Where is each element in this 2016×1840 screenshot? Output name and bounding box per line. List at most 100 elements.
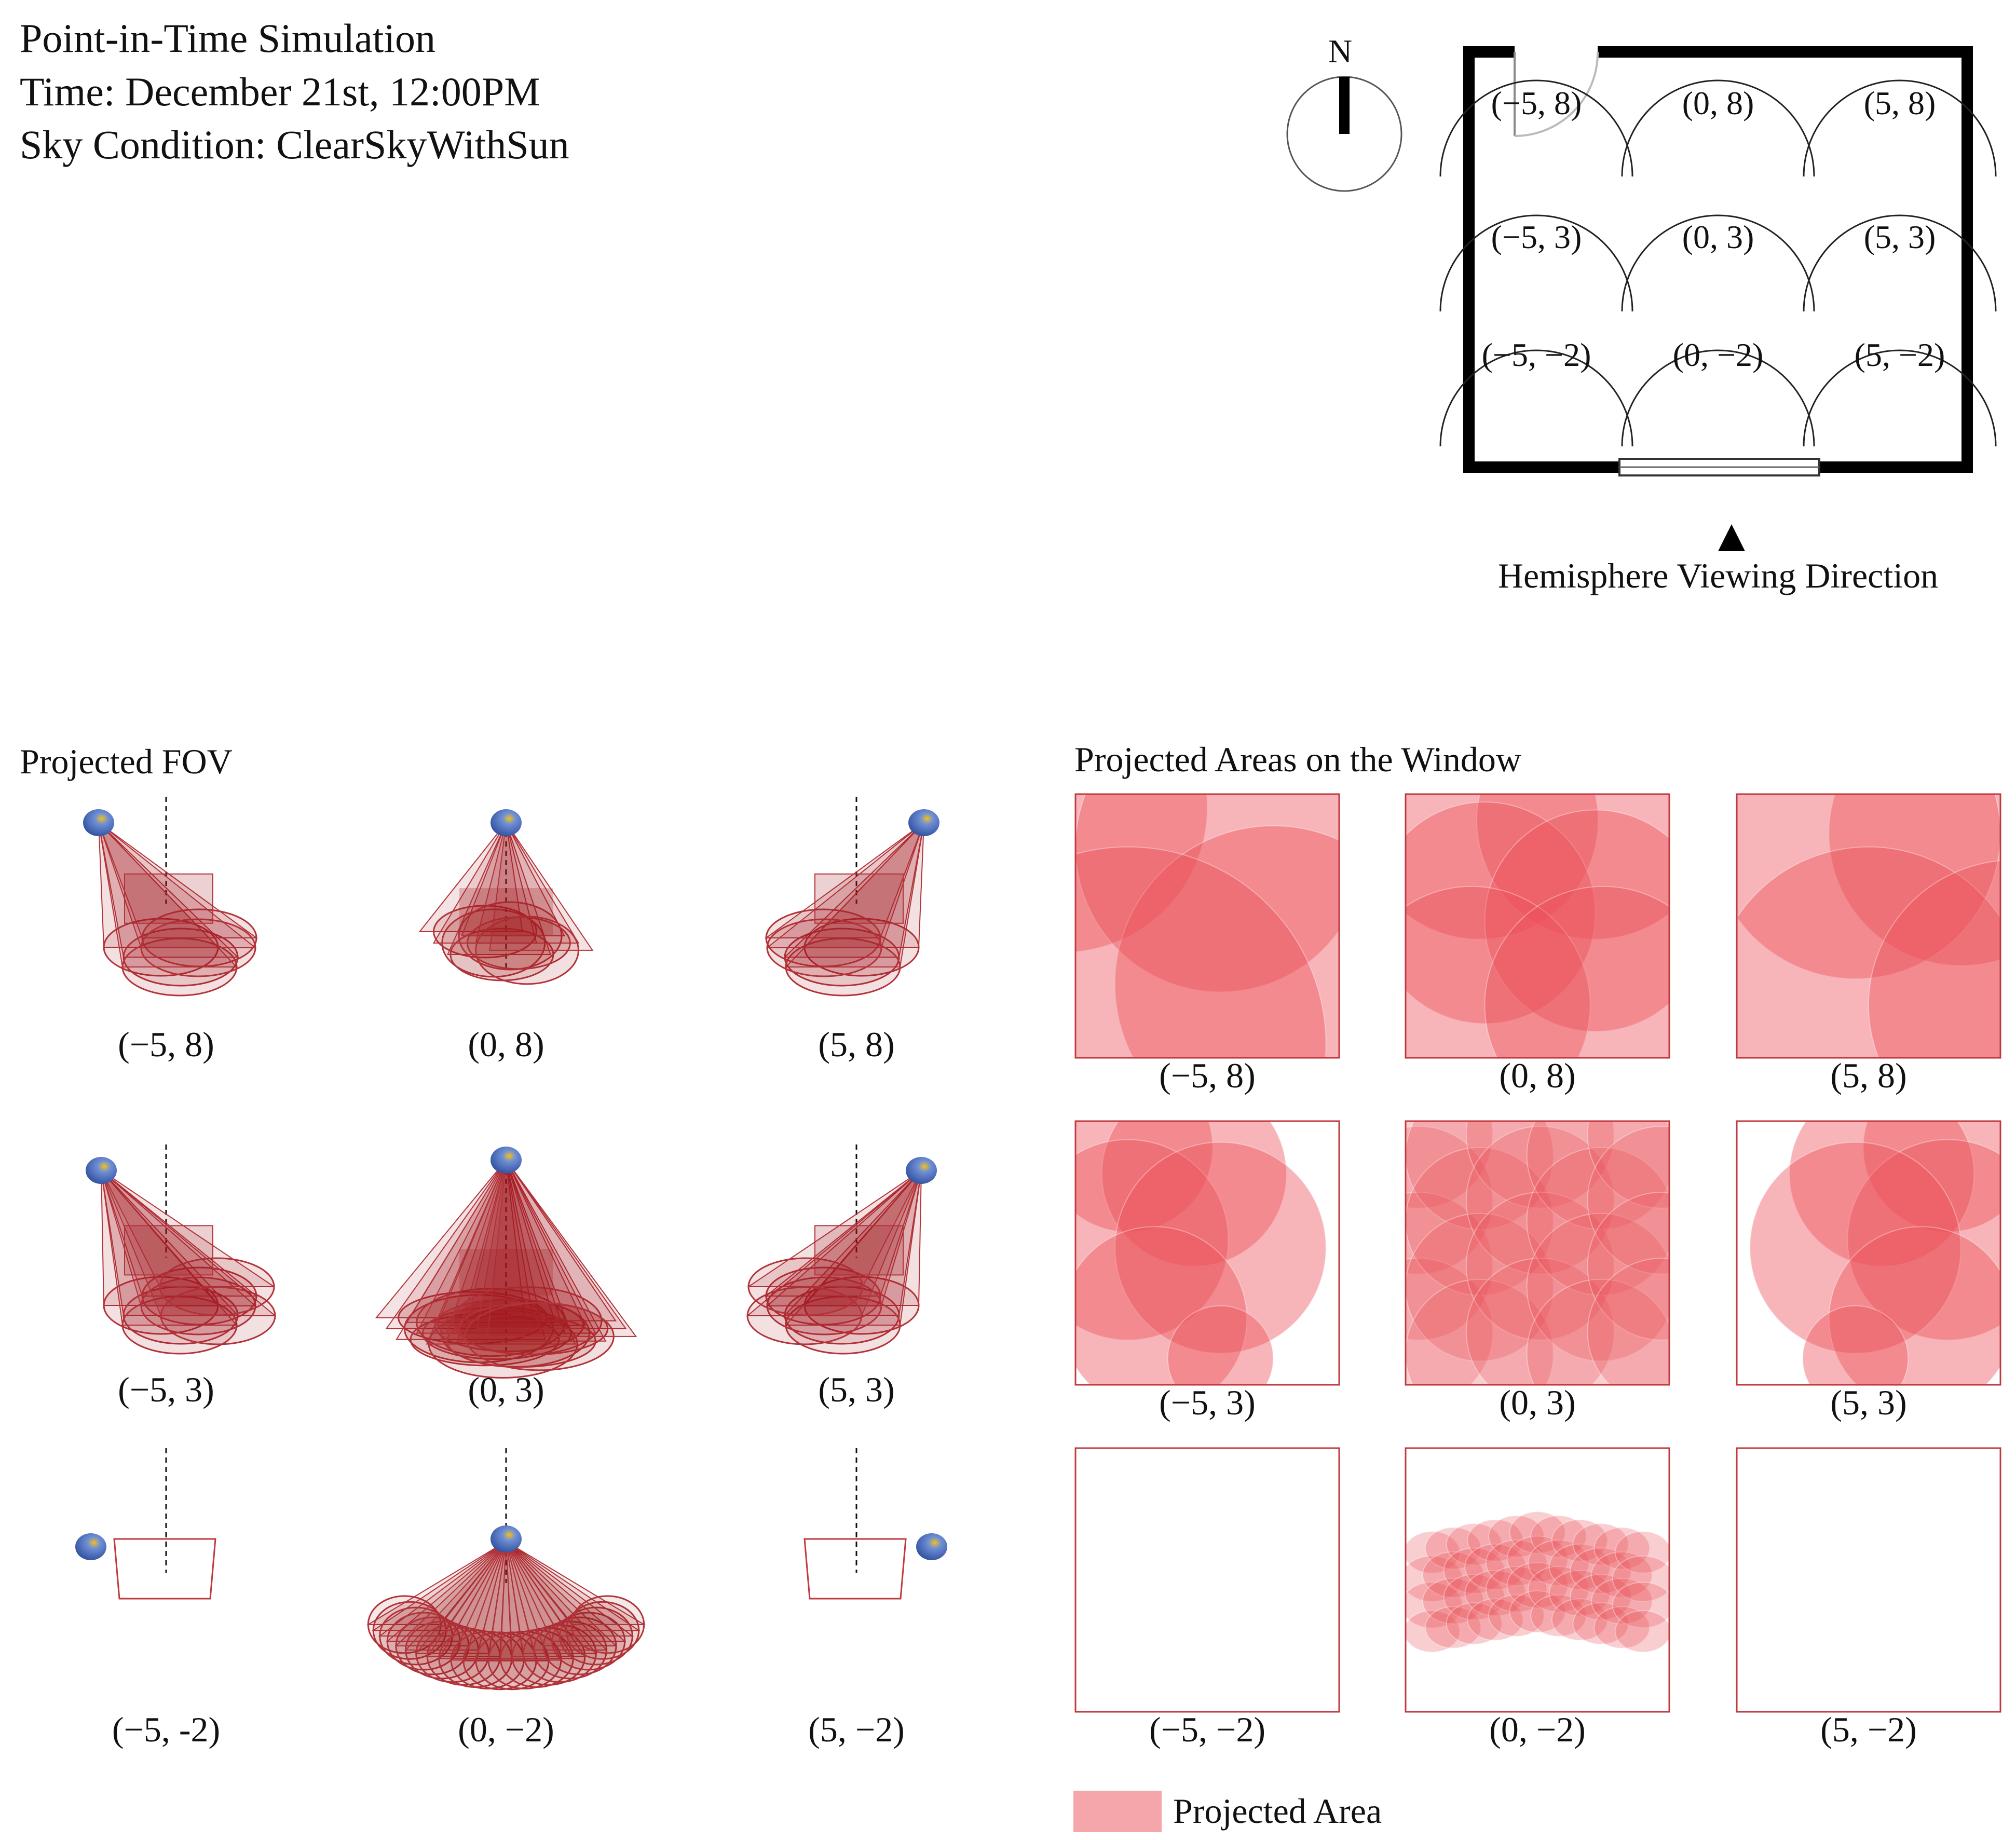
window-frame xyxy=(1736,1120,2001,1386)
fov-cone-base xyxy=(446,1314,596,1368)
compass-icon: N xyxy=(1286,33,1402,192)
sensor-icon xyxy=(83,809,114,836)
fov-cone-base xyxy=(475,916,579,985)
projected-area-circle xyxy=(1075,1226,1248,1385)
projected-area-circle xyxy=(1485,1565,1547,1613)
fov-cell: (5, 8) xyxy=(764,797,939,1064)
window-frame xyxy=(1405,1447,1670,1713)
window-cell: (0, 8) xyxy=(1405,793,1670,1095)
projected-area-circle xyxy=(1075,846,1327,1058)
hemisphere-arc xyxy=(1439,79,1633,177)
projected-area-circle xyxy=(1737,846,2000,1058)
sensor-icon xyxy=(491,1147,522,1174)
projected-area-circle xyxy=(1572,1523,1629,1566)
fov-cell: (0, −2) xyxy=(366,1448,646,1749)
hemisphere-arc xyxy=(1439,349,1633,447)
projected-area-circle xyxy=(1406,1147,1554,1296)
north-label: N xyxy=(1328,33,1352,70)
projected-area-circle xyxy=(1484,809,1669,1032)
fov-cone-base xyxy=(367,1595,442,1654)
window-frame xyxy=(1736,1447,2001,1713)
fov-cone-base xyxy=(464,1302,615,1371)
fov-label: (0, 3) xyxy=(468,1370,544,1409)
window-cell: (−5, 3) xyxy=(1074,1120,1340,1422)
projected-areas-title: Projected Areas on the Window xyxy=(1074,740,1521,779)
projected-area-circle xyxy=(1847,1139,2000,1341)
fov-cone-base xyxy=(159,1257,275,1316)
fov-cone-side xyxy=(426,1158,576,1345)
fov-cell: (5, 3) xyxy=(746,1144,937,1409)
plan-wall-left xyxy=(1463,46,1619,473)
fov-cone-side xyxy=(418,821,523,932)
fov-cone-base xyxy=(140,918,256,977)
fov-label: (5, −2) xyxy=(808,1710,905,1749)
fov-label: (5, 3) xyxy=(818,1370,894,1409)
projected-area-circle xyxy=(1749,1141,1961,1354)
projected-area-circle xyxy=(1570,1547,1632,1594)
projected-area-circle xyxy=(1572,1602,1629,1645)
fov-projection-box xyxy=(124,873,213,924)
fov-cone-base xyxy=(766,1276,882,1335)
projected-area-circle xyxy=(1548,1570,1611,1617)
sensor-icon xyxy=(75,1533,106,1560)
fov-cone-side xyxy=(764,821,925,938)
fov-projection-box xyxy=(814,873,904,924)
projected-area-circle xyxy=(1406,794,1599,940)
window-frame xyxy=(1074,1120,1340,1386)
projected-area-circle xyxy=(1406,1582,1463,1629)
projected-area-circle xyxy=(1587,1192,1669,1341)
fov-label: (−5, 3) xyxy=(118,1370,214,1409)
window-frame xyxy=(1405,1120,1670,1386)
projected-area-circle xyxy=(1526,1121,1669,1230)
projected-area-circle xyxy=(1422,1577,1484,1625)
fov-cone-side xyxy=(506,1541,646,1625)
projected-area-circle xyxy=(1075,794,1208,952)
fov-cone-side xyxy=(506,1541,618,1647)
fov-cone-side xyxy=(475,821,580,944)
window-cell: (5, 3) xyxy=(1736,1120,2001,1422)
window-label: (5, 8) xyxy=(1830,1056,1906,1095)
window-cell: (5, 8) xyxy=(1736,793,2001,1095)
fov-cone-side xyxy=(487,1158,637,1337)
projected-area-circle xyxy=(1406,1121,1554,1230)
projected-area-circle xyxy=(1465,1121,1615,1209)
projected-area-circle xyxy=(1075,1121,1214,1233)
fov-cell: (5, −2) xyxy=(803,1448,947,1749)
fov-cone-side xyxy=(766,1168,922,1306)
projected-area-circle xyxy=(1167,1305,1274,1385)
projected-area-circle xyxy=(1591,1577,1653,1625)
projected-area-circle xyxy=(1570,1574,1632,1620)
window-frame xyxy=(1074,1447,1340,1713)
window-label: (5, 3) xyxy=(1830,1383,1906,1422)
projected-area-circle xyxy=(1528,1565,1590,1613)
sensor-icon xyxy=(491,1525,522,1552)
projected-area-circle xyxy=(1443,1547,1505,1594)
projected-area-circle xyxy=(1488,1515,1545,1558)
projected-area-circle xyxy=(1114,825,1339,1058)
projected-area-circle xyxy=(1612,1582,1669,1629)
projected-area-circle xyxy=(1464,1570,1527,1617)
fov-cone-side xyxy=(746,1169,923,1287)
window-frame xyxy=(1405,793,1670,1059)
projected-area-circle xyxy=(1530,1515,1587,1558)
fov-cone-side xyxy=(506,1541,626,1642)
fov-cone-side xyxy=(476,1158,627,1329)
projected-area-circle xyxy=(1465,1192,1615,1341)
fov-cone-side xyxy=(506,1541,641,1631)
window-label: (5, −2) xyxy=(1820,1710,1917,1749)
fov-cone-side xyxy=(100,1168,257,1306)
window-label: (−5, 8) xyxy=(1159,1056,1256,1095)
projected-area-circle xyxy=(1464,1543,1527,1590)
projected-area-circle xyxy=(1467,1598,1524,1641)
projected-area-circle xyxy=(1443,1574,1505,1620)
projected-area-circle xyxy=(1406,1258,1493,1385)
projected-fov-grid: (−5, 8) (0, 8) (5, 8) (−5, 3) (0, 3) (5, 3) (−… xyxy=(75,797,947,1749)
projected-area-circle xyxy=(1526,1147,1669,1296)
floor-plan: (−5, 8) (0, 8) (5, 8) (−5, 3) (0, 3) (5, 3) (−… xyxy=(1439,46,1997,595)
door-icon xyxy=(1514,51,1599,137)
fov-cone-base xyxy=(766,918,882,977)
fov-projection-box xyxy=(459,888,553,935)
projected-area-circle xyxy=(1484,885,1669,1058)
fov-cone-base xyxy=(747,1257,864,1316)
window-icon xyxy=(1618,458,1820,476)
